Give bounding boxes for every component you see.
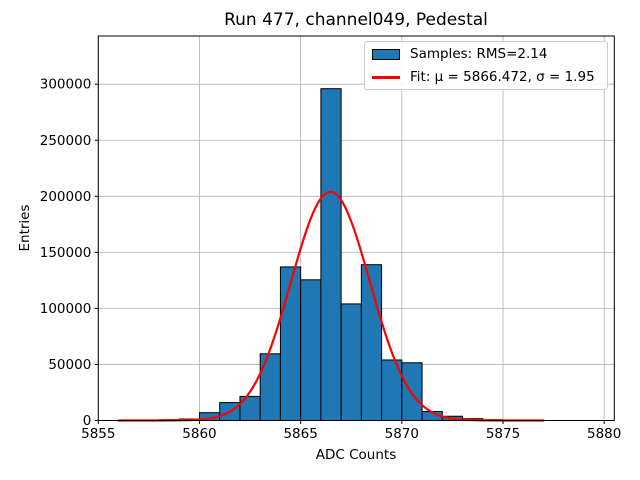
histogram-bar — [300, 279, 322, 422]
chart-title: Run 477, channel049, Pedestal — [224, 10, 488, 30]
x-tick-label: 5870 — [385, 426, 419, 442]
samples-patch-swatch — [372, 48, 400, 60]
y-tick-label: 150000 — [40, 245, 92, 261]
histogram-bar — [320, 88, 342, 422]
x-axis-title: ADC Counts — [315, 447, 397, 463]
y-tick-label: 50000 — [48, 357, 91, 373]
x-tick-label: 5865 — [283, 426, 317, 442]
y-tick-label: 100000 — [40, 301, 92, 317]
legend: Samples: RMS=2.14 Fit: μ = 5866.472, σ =… — [364, 41, 608, 90]
x-tick-label: 5880 — [587, 426, 621, 442]
plot-border — [97, 35, 615, 421]
y-tick-label: 0 — [83, 413, 92, 429]
y-tick-label: 300000 — [40, 77, 92, 93]
fit-legend-label: Fit: μ = 5866.472, σ = 1.95 — [410, 69, 595, 85]
samples-legend-label: Samples: RMS=2.14 — [410, 46, 548, 62]
histogram-bar — [340, 303, 362, 421]
x-tick-label: 5875 — [486, 426, 520, 442]
y-axis-title: Entries — [17, 204, 33, 252]
x-tick-label: 5855 — [81, 426, 115, 442]
y-tick-label: 200000 — [40, 189, 92, 205]
legend-entry-fit: Fit: μ = 5866.472, σ = 1.95 — [372, 67, 600, 87]
histogram-bar — [279, 266, 302, 421]
y-tick-label: 250000 — [40, 133, 92, 149]
fit-line-swatch — [372, 75, 400, 79]
x-tick-label: 5860 — [182, 426, 216, 442]
legend-entry-samples: Samples: RMS=2.14 — [372, 44, 600, 64]
histogram-bar — [259, 353, 281, 422]
